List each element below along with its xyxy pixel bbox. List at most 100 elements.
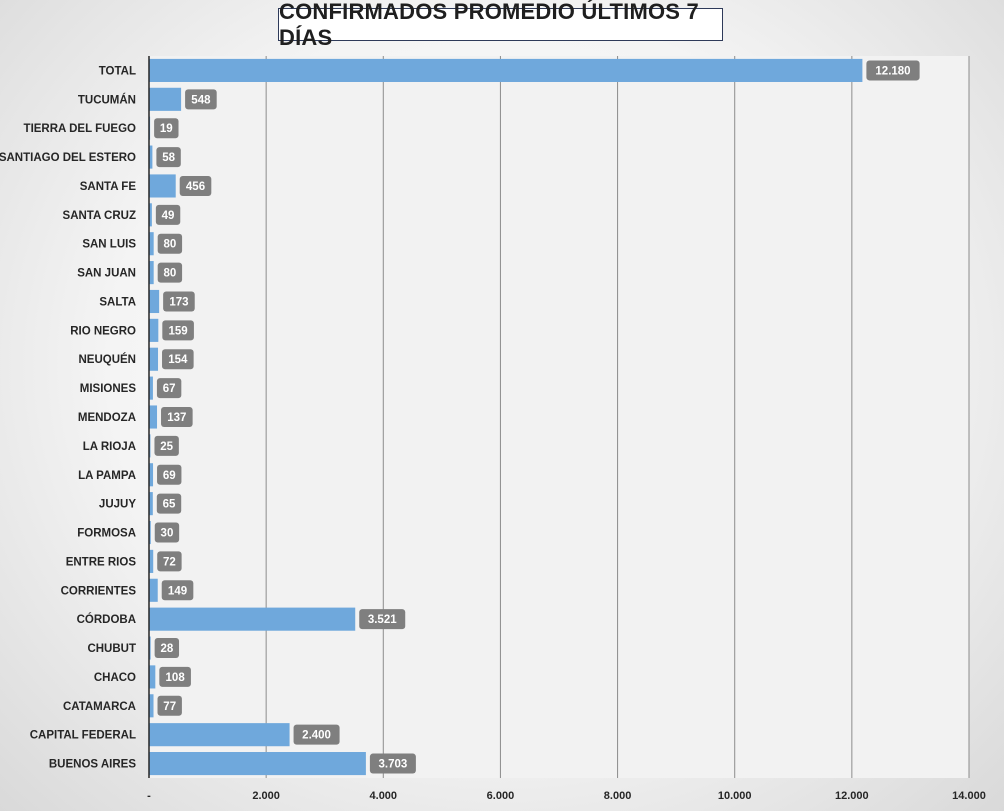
- bar: [149, 174, 176, 198]
- data-label-background: [369, 753, 416, 774]
- data-label: 65: [156, 493, 182, 514]
- category-label: LA PAMPA: [78, 470, 136, 482]
- bar: [149, 665, 156, 689]
- x-tick-label: 10.000: [718, 790, 752, 802]
- bar: [149, 463, 154, 487]
- category-label: CAPITAL FEDERAL: [30, 730, 136, 742]
- data-label-text: 3.521: [368, 614, 397, 626]
- data-label: 80: [157, 262, 183, 283]
- category-label: SANTIAGO DEL ESTERO: [0, 152, 136, 164]
- x-tick-label: 6.000: [487, 790, 515, 802]
- plot-area: [149, 56, 969, 778]
- x-axis-tick-labels: - 2.000 4.000 6.000 8.000 10.000 12.000 14.000: [147, 790, 986, 802]
- category-label: CORRIENTES: [61, 585, 137, 597]
- category-label: MISIONES: [80, 383, 137, 395]
- data-label-text: 3.703: [378, 759, 407, 771]
- bar: [149, 752, 366, 776]
- data-label: 12.180: [866, 60, 920, 81]
- category-label: ENTRE RIOS: [66, 556, 137, 568]
- category-label: SAN LUIS: [82, 239, 136, 251]
- data-label-text: 548: [191, 94, 211, 106]
- data-label: 456: [179, 175, 212, 196]
- bar: [149, 261, 154, 285]
- category-label: SALTA: [99, 296, 136, 308]
- bar: [149, 694, 154, 718]
- data-label: 108: [159, 666, 191, 687]
- bar: [149, 145, 153, 169]
- data-label: 58: [156, 147, 181, 168]
- data-label-text: 12.180: [875, 65, 910, 77]
- data-label-background: [156, 147, 181, 168]
- category-labels: TOTAL TUCUMÁN TIERRA DEL FUEGO SANTIAGO DEL…: [0, 65, 136, 770]
- data-label-background: [359, 609, 406, 630]
- bar: [149, 232, 154, 256]
- data-label-text: 58: [162, 152, 175, 164]
- bar: [149, 347, 159, 371]
- bar: [149, 636, 151, 660]
- data-label-background: [162, 349, 194, 370]
- data-label-text: 456: [186, 181, 205, 193]
- bar: [149, 376, 153, 400]
- x-tick-label: 4.000: [370, 790, 398, 802]
- data-label: 77: [157, 695, 182, 716]
- bar: [149, 318, 159, 342]
- data-label-text: 149: [168, 585, 187, 597]
- data-label: 19: [154, 118, 179, 139]
- bar: [149, 203, 152, 227]
- data-label-text: 159: [169, 325, 188, 337]
- category-label: MENDOZA: [78, 412, 136, 424]
- data-label: 3.521: [359, 609, 406, 630]
- x-tick-label: 2.000: [252, 790, 280, 802]
- x-tick-label: -: [147, 790, 151, 802]
- data-label-text: 69: [163, 470, 176, 482]
- data-label-background: [293, 724, 340, 745]
- category-label: RIO NEGRO: [70, 325, 136, 337]
- bars: [149, 58, 863, 776]
- data-label-background: [154, 435, 179, 456]
- data-label-text: 67: [163, 383, 176, 395]
- data-label: 72: [157, 551, 182, 572]
- category-label: CÓRDOBA: [77, 613, 136, 626]
- data-label-background: [162, 320, 194, 341]
- bar: [149, 520, 151, 545]
- data-label-background: [161, 407, 193, 427]
- bar: [149, 58, 863, 82]
- data-label-background: [154, 638, 180, 659]
- data-label: 137: [161, 407, 193, 427]
- data-label: 149: [161, 580, 194, 601]
- data-label: 28: [154, 638, 180, 659]
- data-label-text: 137: [167, 412, 186, 424]
- data-label: 154: [162, 349, 194, 370]
- data-label-background: [157, 551, 182, 572]
- data-label-text: 80: [163, 268, 176, 280]
- data-label-text: 173: [169, 296, 188, 308]
- category-label: TOTAL: [99, 65, 136, 77]
- data-label-text: 49: [162, 210, 175, 222]
- bar: [149, 549, 154, 573]
- category-label: FORMOSA: [77, 528, 136, 540]
- data-labels: 12.180 548 19 58 456 49 80 80 173 159 154 67 137 25 69…: [154, 60, 920, 774]
- category-label: LA RIOJA: [83, 441, 136, 453]
- bar: [149, 607, 356, 631]
- bar: [149, 87, 182, 111]
- category-label: NEUQUÉN: [78, 353, 136, 366]
- bar: [149, 723, 290, 747]
- category-label: TIERRA DEL FUEGO: [24, 123, 137, 135]
- bar: [149, 289, 160, 314]
- data-label-background: [157, 233, 183, 254]
- category-label: CATAMARCA: [63, 701, 136, 713]
- data-label: 3.703: [369, 753, 416, 774]
- bar: [149, 492, 153, 516]
- data-label-background: [154, 118, 179, 139]
- category-label: CHACO: [94, 672, 136, 684]
- data-label-text: 25: [160, 441, 173, 453]
- category-label: CHUBUT: [87, 643, 136, 655]
- data-label-background: [179, 175, 212, 196]
- category-label: SANTA FE: [80, 181, 137, 193]
- data-label-background: [157, 695, 182, 716]
- category-label: SAN JUAN: [77, 268, 136, 280]
- x-tick-label: 8.000: [604, 790, 632, 802]
- data-label: 69: [157, 464, 182, 485]
- bar: [149, 405, 158, 429]
